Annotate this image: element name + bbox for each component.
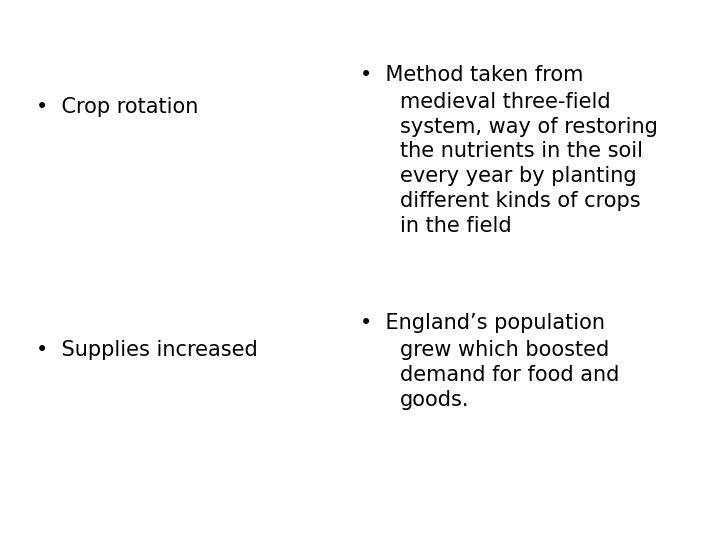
Text: medieval three-field
system, way of restoring
the nutrients in the soil
every ye: medieval three-field system, way of rest…	[400, 92, 657, 236]
Text: •  Method taken from: • Method taken from	[360, 65, 583, 85]
Text: •  Supplies increased: • Supplies increased	[36, 340, 258, 360]
Text: •  Crop rotation: • Crop rotation	[36, 97, 199, 117]
Text: grew which boosted
demand for food and
goods.: grew which boosted demand for food and g…	[400, 340, 619, 410]
Text: •  England’s population: • England’s population	[360, 313, 605, 333]
